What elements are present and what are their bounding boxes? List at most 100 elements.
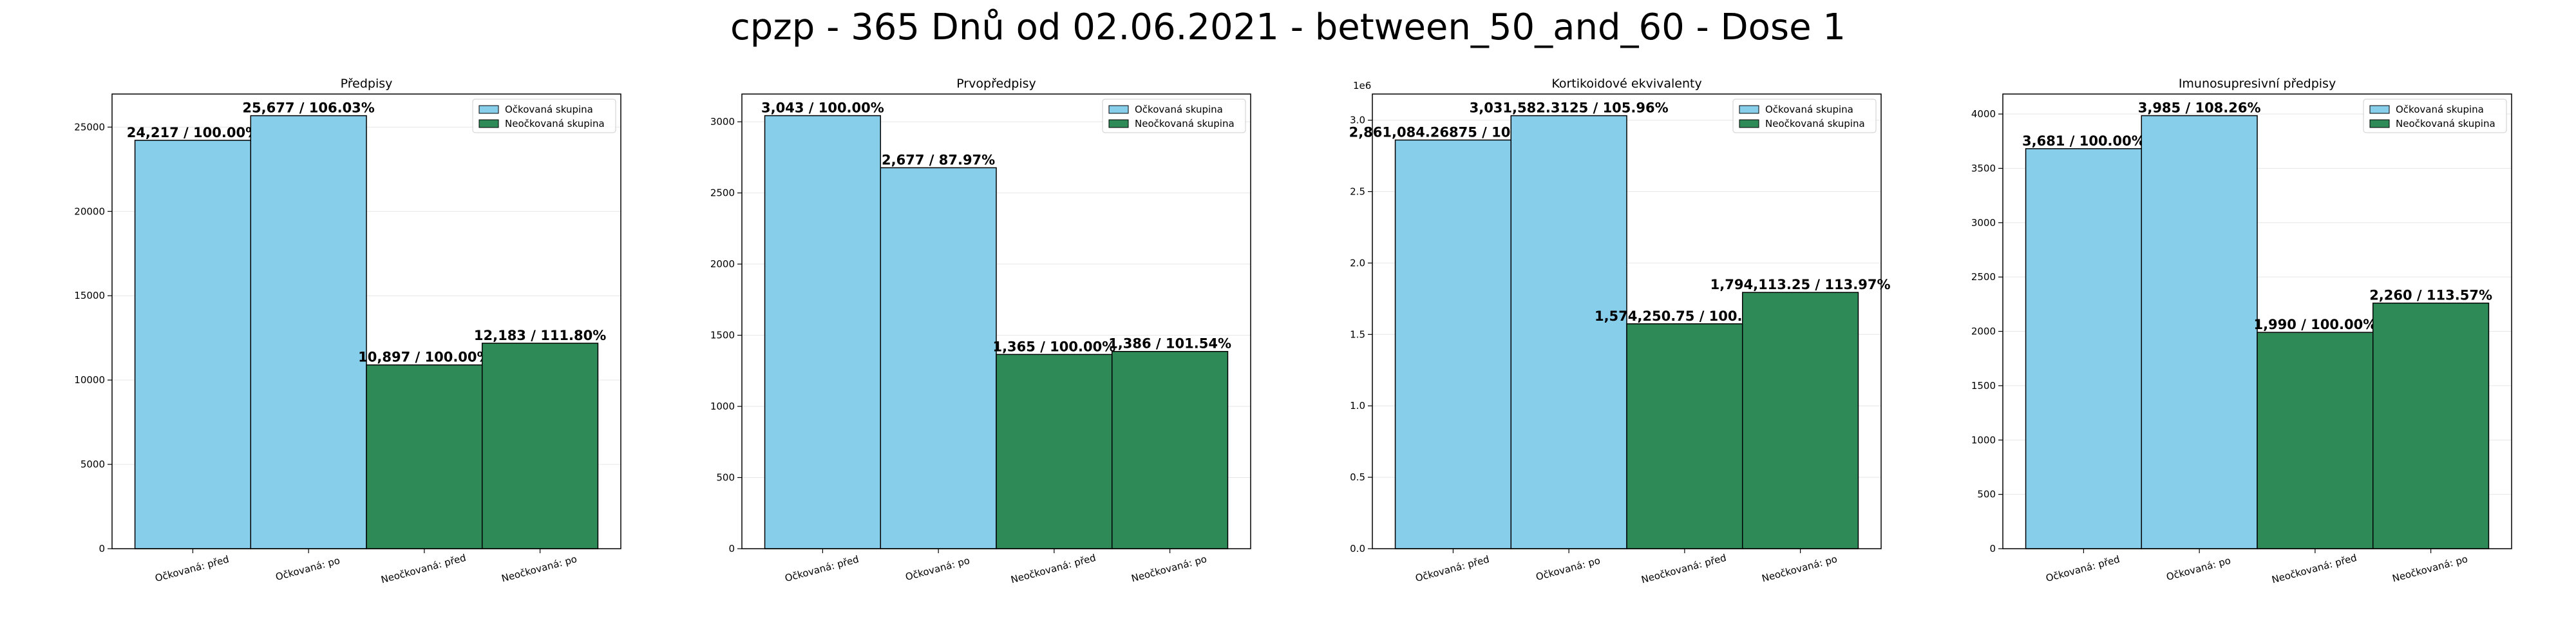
x-tick-label: Neočkovaná: před	[2271, 552, 2358, 586]
legend-label: Neočkovaná skupina	[1135, 118, 1235, 129]
x-tick-label: Neočkovaná: před	[1010, 552, 1097, 586]
y-tick-label: 2000	[710, 258, 735, 270]
chart-panel-4: 0 500 1000 1500 2000 2500 3000 3500 4000 3,681 / …	[1971, 77, 2512, 585]
bar[interactable]	[1510, 115, 1627, 549]
y-tick-label: 1500	[710, 330, 735, 341]
y-tick-label: 1.5	[1350, 328, 1365, 340]
y-tick-label: 2500	[1971, 271, 1996, 283]
x-tick-label: Neočkovaná: před	[380, 552, 468, 586]
x-tick-label: Očkovaná: před	[1414, 553, 1491, 584]
bar-data-label: 25,677 / 106.03%	[242, 100, 374, 116]
bar[interactable]	[2025, 148, 2143, 549]
legend-box	[2363, 99, 2507, 133]
y-tick-label: 3000	[710, 116, 735, 128]
y-tick-label: 500	[716, 472, 735, 484]
bar[interactable]	[134, 140, 252, 549]
legend-label: Očkovaná skupina	[2396, 104, 2484, 115]
y-tick-label: 2500	[710, 187, 735, 199]
chart-title: Prvopředpisy	[956, 77, 1036, 91]
axes-frame	[111, 93, 621, 549]
bar-data-label: 3,031,582.3125 / 105.96%	[1470, 100, 1669, 116]
figure-title: cpzp - 365 Dnů od 02.06.2021 - between_5…	[730, 6, 1846, 48]
legend-label: Očkovaná skupina	[1765, 104, 1853, 115]
chart-panel-1: 0 5000 10000 15000 20000 25000 24,217 / 100.00…	[74, 77, 621, 585]
legend-swatch	[1739, 105, 1759, 114]
x-tick-label: Neočkovaná: po	[1130, 553, 1208, 585]
y-tick-label: 3.0	[1350, 115, 1365, 126]
bar-data-label: 12,183 / 111.80%	[474, 328, 606, 343]
y-tick-label: 1.0	[1350, 400, 1365, 412]
y-tick-label: 3000	[1971, 217, 1996, 229]
bar[interactable]	[880, 167, 997, 549]
chart-panel-3: 0.00.51.01.52.02.53.01e62,861,084.26875 …	[1349, 77, 1891, 585]
bar-data-label: 2,260 / 113.57%	[2369, 288, 2492, 303]
y-tick-label: 5000	[80, 459, 105, 470]
bar[interactable]	[764, 115, 882, 549]
legend-box	[1732, 99, 1877, 133]
x-tick-label: Očkovaná: před	[784, 553, 860, 584]
x-tick-label: Očkovaná: po	[904, 554, 971, 583]
bar-data-label: 10,897 / 100.00%	[358, 350, 490, 365]
bar[interactable]	[1741, 292, 1859, 549]
axes-frame	[741, 93, 1251, 549]
chart-title: Předpisy	[341, 77, 393, 91]
y-tick-label: 500	[1977, 489, 1996, 500]
x-tick-label: Očkovaná: před	[154, 553, 231, 584]
bar[interactable]	[481, 343, 599, 549]
y-tick-label: 1500	[1971, 380, 1996, 392]
y-tick-label: 0	[1989, 543, 1996, 554]
legend-swatch	[478, 105, 499, 114]
bar-data-label: 1,990 / 100.00%	[2253, 317, 2376, 332]
legend-label: Očkovaná skupina	[1135, 104, 1223, 115]
chart-title: Imunosupresivní předpisy	[2179, 77, 2336, 91]
legend-swatch	[1108, 105, 1129, 114]
y-tick-label: 2.5	[1350, 186, 1365, 198]
legend-label: Neočkovaná skupina	[2396, 118, 2496, 129]
y-tick-label: 1000	[710, 401, 735, 412]
bar-data-label: 3,681 / 100.00%	[2022, 133, 2145, 149]
legend-label: Očkovaná skupina	[505, 104, 593, 115]
x-tick-label: Neočkovaná: po	[500, 553, 578, 585]
bar-data-label: 1,365 / 100.00%	[992, 339, 1115, 354]
legend-label: Neočkovaná skupina	[1765, 118, 1865, 129]
bar[interactable]	[1111, 350, 1229, 549]
bar-data-label: 2,677 / 87.97%	[882, 152, 995, 167]
bar[interactable]	[2372, 302, 2490, 549]
y-tick-label: 25000	[74, 121, 105, 133]
bar-data-label: 1,386 / 101.54%	[1108, 336, 1231, 352]
y-tick-label: 3500	[1971, 162, 1996, 174]
bar[interactable]	[1394, 139, 1512, 549]
y-tick-label: 15000	[74, 290, 105, 301]
legend-swatch	[1108, 119, 1129, 128]
y-tick-label: 0.0	[1350, 543, 1365, 554]
bar[interactable]	[2257, 332, 2374, 549]
y-tick-label: 20000	[74, 205, 105, 217]
bar-data-label: 3,043 / 100.00%	[761, 100, 884, 116]
y-tick-label: 2000	[1971, 326, 1996, 337]
bar-data-label: 3,985 / 108.26%	[2138, 100, 2261, 116]
legend-swatch	[2369, 119, 2390, 128]
x-tick-label: Očkovaná: před	[2045, 553, 2121, 584]
x-tick-label: Neočkovaná: po	[1761, 553, 1839, 585]
bar-data-label: 24,217 / 100.00%	[127, 125, 259, 140]
axes-frame	[1372, 93, 1882, 549]
y-tick-label: 0	[99, 543, 105, 554]
bar[interactable]	[250, 115, 367, 549]
legend-box	[1102, 99, 1246, 133]
bar[interactable]	[996, 354, 1113, 549]
bar[interactable]	[1626, 323, 1743, 549]
legend-swatch	[2369, 105, 2390, 114]
bar[interactable]	[2141, 115, 2258, 549]
bar-data-label: 1,794,113.25 / 113.97%	[1710, 277, 1891, 292]
y-offset-label: 1e6	[1353, 80, 1371, 91]
x-tick-label: Očkovaná: po	[1535, 554, 1602, 583]
legend-swatch	[1739, 119, 1759, 128]
bar[interactable]	[366, 364, 483, 549]
legend-label: Neočkovaná skupina	[505, 118, 605, 129]
y-tick-label: 10000	[74, 374, 105, 386]
y-tick-label: 4000	[1971, 108, 1996, 120]
x-tick-label: Očkovaná: po	[2165, 554, 2232, 583]
legend-box	[472, 99, 616, 133]
y-tick-label: 1000	[1971, 434, 1996, 446]
